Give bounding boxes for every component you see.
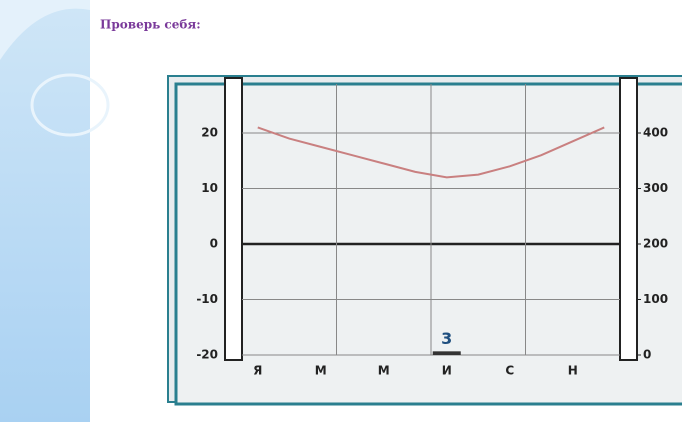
y-tick-label: 10 <box>201 181 218 195</box>
y2-tick-label: 0 <box>643 348 651 362</box>
heading: Проверь себя: <box>100 18 201 32</box>
x-tick-label: С <box>505 364 514 378</box>
temperature-line <box>257 126 605 179</box>
x-tick-label: И <box>442 364 452 378</box>
precipitation-bar <box>432 351 461 355</box>
right-scale <box>619 77 638 361</box>
y2-tick-label: 300 <box>643 181 668 195</box>
y-tick-label: 0 <box>210 237 218 251</box>
decor <box>30 73 110 137</box>
decor <box>0 0 90 60</box>
data-label: 3 <box>441 329 452 348</box>
y-tick-label: 20 <box>201 126 218 140</box>
y2-tick-label: 400 <box>643 126 668 140</box>
y2-tick-label: 200 <box>643 237 668 251</box>
side-strip <box>0 0 90 422</box>
y2-tick-label: 100 <box>643 292 668 306</box>
y-tick-label: -20 <box>196 348 218 362</box>
x-tick-label: М <box>315 364 327 378</box>
x-tick-label: Я <box>253 364 262 378</box>
y-tick-label: -10 <box>196 292 218 306</box>
x-tick-label: М <box>378 364 390 378</box>
x-tick-label: Н <box>568 364 578 378</box>
left-scale <box>224 77 243 361</box>
